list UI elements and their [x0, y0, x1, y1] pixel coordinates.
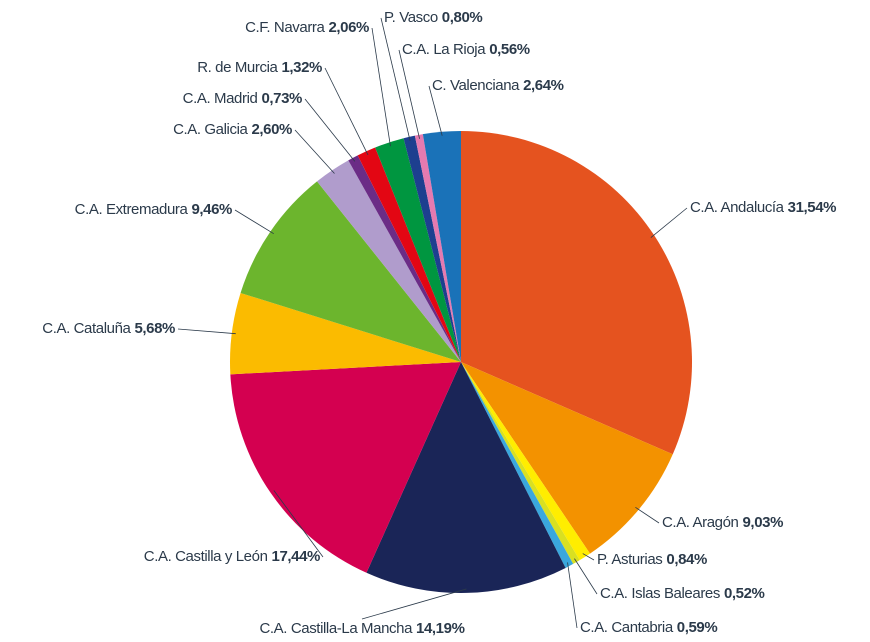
slice-label: C.F. Navarra 2,06%	[245, 19, 369, 36]
slice-label: P. Asturias 0,84%	[597, 551, 707, 568]
slice-label: P. Vasco 0,80%	[384, 9, 482, 26]
label-value: 0,52%	[724, 585, 765, 602]
leader-line	[567, 562, 578, 629]
label-name: C.A. Galicia	[173, 121, 248, 138]
slice	[414, 134, 461, 362]
slice-label: C.A. Islas Baleares 0,52%	[600, 585, 765, 602]
label-name: P. Asturias	[597, 551, 662, 568]
slice	[240, 181, 461, 362]
leader-line	[635, 506, 660, 524]
label-value: 2,60%	[251, 121, 292, 138]
leader-line	[177, 328, 236, 335]
slice	[348, 155, 461, 362]
label-value: 0,73%	[261, 90, 302, 107]
labels: C.A. Andalucía 31,54% C.A. Aragón 9,03% P. A…	[42, 9, 836, 637]
leader-line	[294, 129, 335, 174]
slice	[375, 138, 461, 362]
leader-line	[398, 49, 420, 139]
label-value: 1,32%	[281, 59, 322, 76]
label-name: C.A. Castilla-La Mancha	[259, 620, 413, 637]
slice	[317, 160, 461, 362]
slices	[230, 131, 692, 593]
slice-label: C.A. Extremadura 9,46%	[75, 201, 232, 218]
label-value: 0,56%	[489, 41, 530, 58]
leader-line	[324, 67, 369, 156]
slice-label: C.A. La Rioja 0,56%	[402, 41, 530, 58]
leader-line	[380, 17, 411, 141]
slice-label: C.A. Cantabria 0,59%	[580, 619, 717, 636]
slice	[461, 362, 580, 564]
label-value: 2,64%	[523, 77, 564, 94]
slice-label: C.A. Madrid 0,73%	[183, 90, 302, 107]
label-name: C.F. Navarra	[245, 19, 325, 36]
label-name: C.A. Extremadura	[75, 201, 189, 218]
label-value: 9,46%	[191, 201, 232, 218]
label-name: C.A. Castilla y León	[144, 548, 268, 565]
slice-label: C.A. Castilla-La Mancha 14,19%	[259, 620, 464, 637]
label-name: C.A. Islas Baleares	[600, 585, 720, 602]
leader-line	[304, 98, 356, 162]
leader-line	[273, 490, 324, 558]
slice-label: C.A. Andalucía 31,54%	[690, 199, 836, 216]
label-name: C.A. Madrid	[183, 90, 258, 107]
label-name: R. de Murcia	[197, 59, 278, 76]
label-name: C. Valenciana	[432, 77, 520, 94]
label-value: 0,80%	[442, 9, 483, 26]
slice	[403, 135, 461, 362]
leader-line	[582, 553, 595, 561]
label-name: C.A. Aragón	[662, 514, 739, 531]
label-name: C.A. Cataluña	[42, 320, 131, 337]
slice	[366, 362, 566, 593]
label-name: C.A. Cantabria	[580, 619, 674, 636]
label-name: C.A. La Rioja	[402, 41, 486, 58]
slice	[461, 362, 590, 561]
leader-line	[650, 207, 688, 238]
slice	[357, 147, 461, 362]
label-value: 31,54%	[788, 199, 837, 216]
label-value: 9,03%	[742, 514, 783, 531]
label-value: 2,06%	[328, 19, 369, 36]
label-name: P. Vasco	[384, 9, 438, 26]
label-value: 0,59%	[677, 619, 718, 636]
leader-line	[574, 558, 598, 595]
leader-lines	[177, 17, 688, 629]
slice	[461, 362, 574, 568]
leader-line	[234, 209, 274, 235]
leader-line	[428, 85, 443, 136]
slice-label: C.A. Cataluña 5,68%	[42, 320, 175, 337]
slice	[230, 292, 461, 375]
label-value: 5,68%	[134, 320, 175, 337]
label-value: 17,44%	[272, 548, 321, 565]
label-value: 0,84%	[666, 551, 707, 568]
slice	[422, 131, 461, 362]
label-name: C.A. Andalucía	[690, 199, 785, 216]
leader-line	[361, 588, 467, 620]
slice-label: C.A. Galicia 2,60%	[173, 121, 292, 138]
slice-label: R. de Murcia 1,32%	[197, 59, 322, 76]
leader-line	[371, 27, 391, 147]
slice	[461, 131, 692, 455]
slice	[461, 362, 673, 554]
slice-label: C.A. Aragón 9,03%	[662, 514, 783, 531]
slice-label: C. Valenciana 2,64%	[432, 77, 564, 94]
slice	[230, 362, 461, 573]
slice-label: C.A. Castilla y León 17,44%	[144, 548, 320, 565]
label-value: 14,19%	[416, 620, 465, 637]
